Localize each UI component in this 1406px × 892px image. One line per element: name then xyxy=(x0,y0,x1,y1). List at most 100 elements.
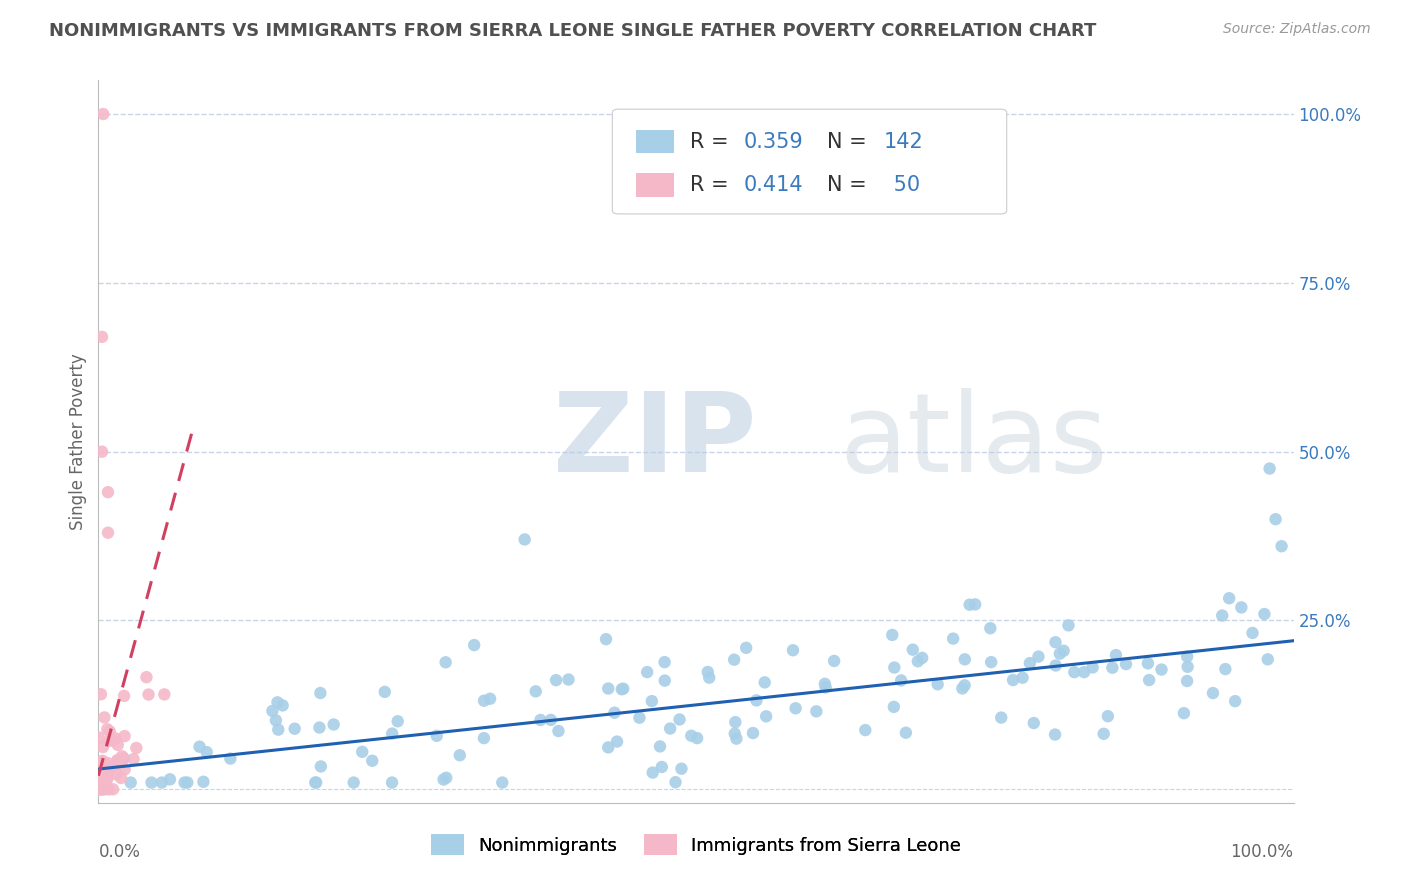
Point xyxy=(1092,727,1115,741)
Point xyxy=(97,485,120,500)
Text: 0.0%: 0.0% xyxy=(98,843,141,861)
Point xyxy=(381,775,404,789)
Point xyxy=(927,677,949,691)
Point xyxy=(110,771,132,785)
Point xyxy=(96,756,118,770)
Point xyxy=(785,701,807,715)
Point xyxy=(668,713,690,727)
Text: 0.414: 0.414 xyxy=(744,175,803,195)
Point xyxy=(735,640,758,655)
Point xyxy=(112,751,135,765)
Text: ZIP: ZIP xyxy=(553,388,756,495)
Point xyxy=(1043,727,1066,741)
Point xyxy=(96,722,118,736)
Point xyxy=(1115,657,1137,672)
Point xyxy=(91,782,114,797)
Point xyxy=(426,729,449,743)
Point xyxy=(491,775,513,789)
Point xyxy=(101,782,124,797)
Point xyxy=(1136,657,1159,671)
Point xyxy=(87,775,110,789)
Point xyxy=(814,681,837,695)
Point xyxy=(606,734,628,748)
Point xyxy=(806,704,828,718)
Point xyxy=(98,734,121,748)
Point xyxy=(463,638,485,652)
Point xyxy=(907,654,929,668)
Point xyxy=(114,763,136,777)
Point xyxy=(547,724,569,739)
Point xyxy=(98,724,121,739)
Point xyxy=(193,774,215,789)
Point xyxy=(343,775,366,789)
Point xyxy=(598,681,620,696)
Point xyxy=(262,704,284,718)
Point xyxy=(150,775,173,789)
Point xyxy=(97,760,120,774)
Point xyxy=(1264,512,1286,526)
Point xyxy=(513,533,536,547)
Point xyxy=(107,753,129,767)
Point xyxy=(942,632,965,646)
Point xyxy=(990,710,1012,724)
Point xyxy=(105,767,128,781)
Point xyxy=(188,739,211,754)
Point xyxy=(138,688,160,702)
Point xyxy=(1218,591,1240,606)
Text: N =: N = xyxy=(827,175,873,195)
Point xyxy=(883,699,905,714)
Point xyxy=(94,757,117,772)
Point xyxy=(97,782,120,797)
Point xyxy=(91,764,114,779)
Point xyxy=(1150,663,1173,677)
Point xyxy=(901,642,924,657)
Point xyxy=(882,628,904,642)
Point xyxy=(304,775,326,789)
Point xyxy=(266,695,288,709)
Point xyxy=(176,775,198,789)
Point xyxy=(641,694,664,708)
Point xyxy=(112,689,135,703)
Point xyxy=(135,670,157,684)
Point xyxy=(745,693,768,707)
Point xyxy=(1011,671,1033,685)
Point xyxy=(1022,716,1045,731)
Point xyxy=(361,754,384,768)
Point xyxy=(1028,649,1050,664)
Text: R =: R = xyxy=(690,175,735,195)
Point xyxy=(374,685,396,699)
Point xyxy=(309,686,332,700)
Point xyxy=(114,729,136,743)
Point xyxy=(782,643,804,657)
Text: NONIMMIGRANTS VS IMMIGRANTS FROM SIERRA LEONE SINGLE FATHER POVERTY CORRELATION : NONIMMIGRANTS VS IMMIGRANTS FROM SIERRA … xyxy=(49,22,1097,40)
Point xyxy=(890,673,912,688)
Point xyxy=(91,782,114,797)
Point xyxy=(1271,539,1294,553)
Point xyxy=(219,751,242,765)
Point xyxy=(724,715,747,730)
Point xyxy=(284,722,307,736)
Point xyxy=(1101,661,1123,675)
Point xyxy=(89,782,111,797)
Point xyxy=(664,775,686,789)
Point xyxy=(965,598,987,612)
Point xyxy=(980,655,1002,669)
Point xyxy=(90,687,112,701)
Point xyxy=(1097,709,1119,723)
Point xyxy=(111,749,134,764)
Point xyxy=(96,772,118,787)
Point xyxy=(90,782,112,797)
FancyBboxPatch shape xyxy=(637,173,675,196)
Point xyxy=(1063,665,1085,680)
Point xyxy=(387,714,409,729)
Point xyxy=(472,731,495,745)
Point xyxy=(612,681,634,696)
Point xyxy=(173,775,195,789)
Point xyxy=(651,760,673,774)
Point xyxy=(472,694,495,708)
Point xyxy=(814,677,837,691)
Point xyxy=(91,444,114,458)
Point xyxy=(91,739,114,754)
Point xyxy=(648,739,671,754)
Point xyxy=(659,722,682,736)
